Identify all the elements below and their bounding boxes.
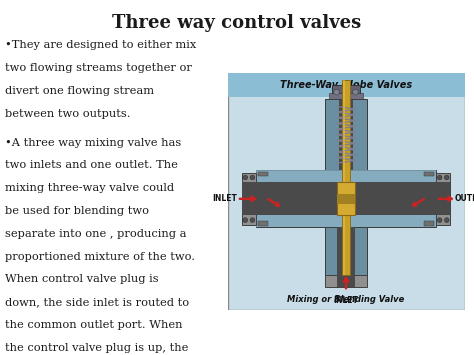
Bar: [256, 182, 436, 215]
Bar: [256, 170, 436, 227]
Bar: [332, 85, 360, 99]
Bar: [436, 182, 450, 215]
Bar: [242, 182, 256, 215]
Circle shape: [250, 218, 255, 223]
Text: When control valve plug is: When control valve plug is: [5, 274, 158, 284]
Bar: [329, 93, 363, 99]
Bar: [343, 80, 346, 275]
Circle shape: [353, 89, 358, 95]
FancyArrow shape: [343, 277, 349, 289]
Circle shape: [444, 218, 449, 223]
Circle shape: [444, 175, 449, 180]
Bar: [436, 173, 450, 225]
Bar: [337, 194, 356, 203]
Text: Three-Way Globe Valves: Three-Way Globe Valves: [280, 80, 412, 90]
Text: divert one flowing stream: divert one flowing stream: [5, 86, 154, 96]
FancyArrow shape: [239, 196, 256, 202]
FancyArrow shape: [438, 196, 453, 202]
Bar: [339, 99, 353, 170]
Bar: [424, 221, 434, 226]
Text: INLET: INLET: [334, 296, 358, 305]
Text: between two outputs.: between two outputs.: [5, 109, 130, 119]
Text: be used for blending two: be used for blending two: [5, 206, 149, 216]
Text: Three way control valves: Three way control valves: [112, 14, 362, 32]
FancyArrow shape: [412, 198, 425, 206]
Circle shape: [243, 218, 247, 223]
Text: OUTLET: OUTLET: [455, 194, 474, 203]
Circle shape: [243, 175, 247, 180]
Text: •A three way mixing valve has: •A three way mixing valve has: [5, 138, 181, 148]
Text: separate into one , producing a: separate into one , producing a: [5, 229, 186, 239]
Text: mixing three-way valve could: mixing three-way valve could: [5, 183, 174, 193]
Text: the control valve plug is up, the: the control valve plug is up, the: [5, 343, 188, 353]
Circle shape: [334, 89, 339, 95]
Bar: [256, 170, 436, 182]
Text: INLET: INLET: [212, 194, 237, 203]
Bar: [325, 227, 367, 275]
Text: Mixing or Blending Valve: Mixing or Blending Valve: [287, 295, 405, 304]
Circle shape: [437, 218, 442, 223]
Circle shape: [250, 175, 255, 180]
Circle shape: [437, 175, 442, 180]
Text: two inlets and one outlet. The: two inlets and one outlet. The: [5, 160, 178, 170]
Text: proportioned mixture of the two.: proportioned mixture of the two.: [5, 252, 195, 262]
Bar: [337, 275, 356, 286]
Bar: [337, 227, 356, 275]
Bar: [242, 173, 256, 225]
Text: down, the side inlet is routed to: down, the side inlet is routed to: [5, 297, 189, 307]
Bar: [424, 171, 434, 176]
Bar: [325, 275, 367, 286]
Bar: [256, 215, 436, 227]
Text: the common outlet port. When: the common outlet port. When: [5, 320, 182, 330]
Text: •They are designed to either mix: •They are designed to either mix: [5, 40, 196, 50]
Bar: [337, 182, 356, 215]
Bar: [258, 171, 268, 176]
FancyArrow shape: [267, 198, 280, 206]
Bar: [342, 80, 350, 275]
Bar: [325, 99, 367, 170]
FancyBboxPatch shape: [228, 73, 465, 97]
Text: two flowing streams together or: two flowing streams together or: [5, 63, 191, 73]
Bar: [258, 221, 268, 226]
FancyBboxPatch shape: [228, 73, 465, 310]
